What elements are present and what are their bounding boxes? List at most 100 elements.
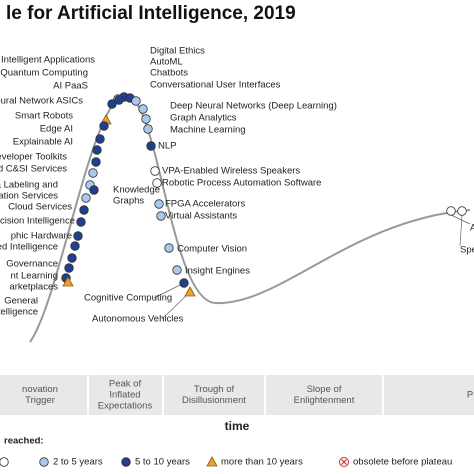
node-label: Insight Engines [185,266,250,277]
marker-dark [95,134,105,144]
node-label: Digital Ethics [150,46,205,57]
marker-dark [99,121,109,131]
legend-label: 5 to 10 years [135,457,190,468]
legend-label: 2 to 5 years [53,457,103,468]
node-label: AutoML [150,57,183,68]
node-label: Smart Robots [15,111,73,122]
marker-light [156,211,166,221]
node-label: Governance [6,259,58,270]
marker-light [138,104,148,114]
node-label: Edge AI [40,124,73,135]
node-label: NLP [158,141,176,152]
node-label: Autonomous Vehicles [92,314,184,325]
marker-dark [79,205,89,215]
marker-white [152,178,162,188]
marker-light [88,168,98,178]
node-label: AI PaaS [53,81,88,92]
node-label: Graphs [113,196,144,207]
legend-label: obsolete before plateau [353,457,452,468]
marker-white [457,206,467,216]
marker-light [81,193,91,203]
node-label: Virtual Assistants [165,211,237,222]
marker-triangle [184,286,196,297]
node-label: Spe [460,245,474,256]
marker-dark [70,241,80,251]
leader-line [450,214,471,225]
marker-light [141,114,151,124]
node-label: A [470,223,474,234]
node-label: Explainable AI [13,137,73,148]
node-label: otation Services [0,191,58,202]
axis-label: time [225,419,250,433]
node-label: Conversational User Interfaces [150,80,281,91]
phase-label: Trough of [194,384,235,395]
node-label: General [4,296,38,307]
legend-label: more than 10 years [221,457,303,468]
marker-dark [114,95,124,105]
node-label: VPA-Enabled Wireless Speakers [162,166,300,177]
marker-white [0,457,9,467]
phase-label: Trigger [25,395,55,406]
node-label: Intelligent Applications [1,55,95,66]
marker-light [143,124,153,134]
node-label: Robotic Process Automation Software [162,178,321,189]
marker-light [172,265,182,275]
marker-light [154,199,164,209]
node-label: phic Hardware [11,231,72,242]
phase-label: Expectations [98,401,153,412]
phase-label: Disillusionment [182,395,246,406]
marker-light [164,243,174,253]
node-label: eveloper Toolkits [0,152,67,163]
marker-obsolete [339,457,349,467]
phase-label: Slope of [307,384,342,395]
node-label: d C&SI Services [0,164,67,175]
marker-triangle [62,276,74,287]
node-label: Cognitive Computing [84,293,172,304]
phase-label: Enlightenment [294,395,355,406]
marker-dark [146,141,156,151]
node-label: ed Intelligence [0,242,58,253]
marker-dark [121,457,131,467]
node-label: Computer Vision [177,244,247,255]
node-label: Quantum Computing [0,68,88,79]
node-label: eural Network ASICs [0,96,83,107]
node-label: a Labeling and [0,180,58,191]
node-label: nt Learning [10,271,58,282]
marker-dark [76,217,86,227]
marker-light [131,96,141,106]
node-label: Deep Neural Networks (Deep Learning) [170,101,337,112]
node-label: Cloud Services [8,202,72,213]
phase-label: Inflated [109,390,140,401]
marker-dark [179,278,189,288]
phase-separators [87,375,384,415]
marker-dark [64,263,74,273]
marker-dark [67,253,77,263]
marker-dark [107,99,117,109]
marker-dark [91,157,101,167]
marker-dark [92,145,102,155]
node-label: Knowledge [113,185,160,196]
marker-light [39,457,49,467]
marker-white [150,166,160,176]
node-label: Machine Learning [170,125,246,136]
node-label: ecision Intelligence [0,216,75,227]
node-label: ntelligence [0,307,38,318]
title: le for Artificial Intelligence, 2019 [6,3,296,24]
marker-triangle [206,456,218,467]
phase-label: novation [22,384,58,395]
marker-dark [89,185,99,195]
leader-line [153,282,185,299]
node-label: Chatbots [150,68,188,79]
phase-label: P [467,390,473,401]
node-label: arketplaces [9,282,58,293]
marker-dark [73,231,83,241]
node-label: Graph Analytics [170,113,237,124]
leader-line [459,214,463,247]
marker-cross [341,459,347,465]
legend-heading: reached: [4,436,44,447]
leader-line [161,291,191,320]
node-label: FPGA Accelerators [165,199,246,210]
marker-white [446,206,456,216]
curve [29,93,471,343]
phase-band [0,375,474,415]
